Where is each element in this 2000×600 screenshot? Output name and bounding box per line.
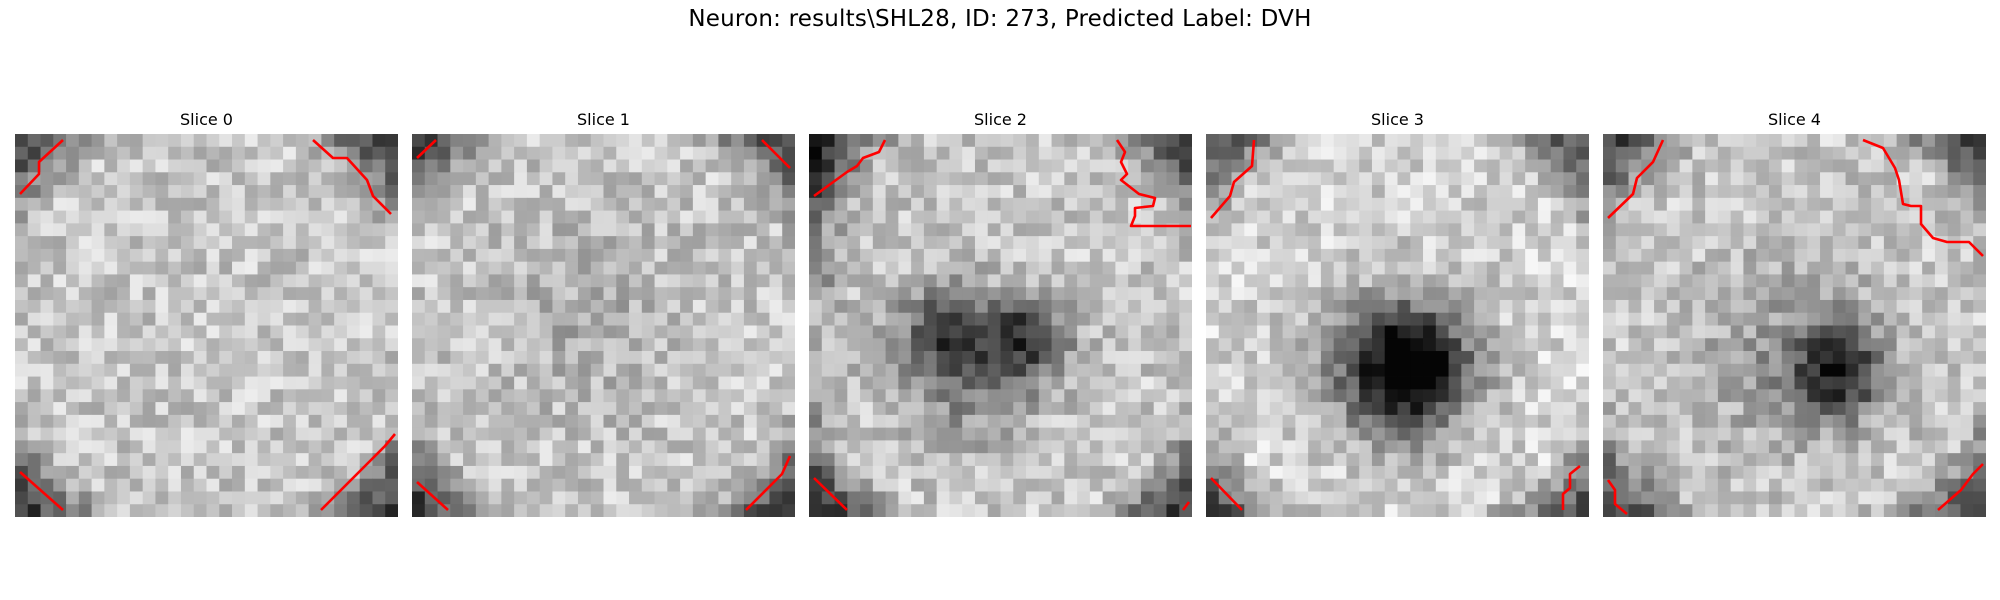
- roi-contour-line: [761, 139, 791, 169]
- roi-contour-line: [1937, 463, 1984, 511]
- slice-title: Slice 3: [1371, 110, 1424, 129]
- roi-contour-line: [1115, 139, 1191, 228]
- roi-contour-line: [1210, 477, 1243, 511]
- slice-panel-3: Slice 3: [1206, 110, 1589, 520]
- roi-contour-line: [813, 477, 848, 511]
- roi-contour-line: [1181, 501, 1191, 511]
- roi-contour-line: [312, 139, 392, 215]
- roi-contour-line: [1210, 139, 1256, 219]
- slice-title: Slice 1: [577, 110, 630, 129]
- slice-image: [1603, 134, 1986, 517]
- slice-image: [412, 134, 795, 517]
- slice-panel-2: Slice 2: [809, 110, 1192, 520]
- roi-contour-line: [416, 481, 449, 511]
- slice-panel-4: Slice 4: [1603, 110, 1986, 520]
- slice-image: [15, 134, 398, 517]
- slice-image: [1206, 134, 1589, 517]
- roi-contour-line: [1606, 479, 1628, 515]
- roi-contour-line: [1561, 464, 1581, 510]
- slice-panel-1: Slice 1: [412, 110, 795, 520]
- slice-image: [809, 134, 1192, 517]
- roi-contour-line: [1607, 139, 1665, 219]
- slice-title: Slice 4: [1768, 110, 1821, 129]
- roi-contour-line: [416, 139, 437, 159]
- slice-title: Slice 2: [974, 110, 1027, 129]
- figure-title: Neuron: results\SHL28, ID: 273, Predicte…: [688, 6, 1312, 32]
- slice-panel-0: Slice 0: [15, 110, 398, 520]
- roi-contour-line: [19, 471, 64, 511]
- roi-contour-line: [19, 139, 64, 195]
- roi-contour-line: [813, 139, 887, 198]
- roi-contour-line: [1862, 138, 1984, 257]
- roi-contour-line: [745, 455, 792, 511]
- slice-title: Slice 0: [180, 110, 233, 129]
- roi-contour-line: [320, 433, 396, 511]
